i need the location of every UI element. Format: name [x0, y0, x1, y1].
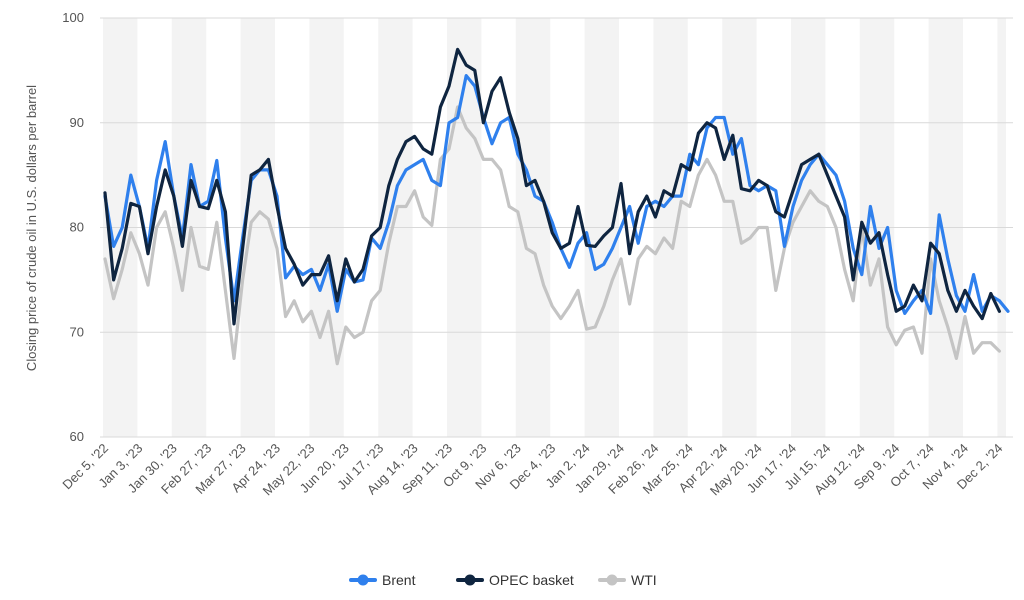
- legend[interactable]: Brent OPEC basket WTI: [349, 572, 657, 588]
- y-axis-tick-labels: 60 70 80 90 100: [62, 10, 84, 444]
- legend-label: WTI: [631, 572, 657, 588]
- series-line-opec-basket: [103, 47, 1002, 326]
- legend-item-wti[interactable]: WTI: [598, 572, 657, 588]
- y-tick-label: 100: [62, 10, 84, 25]
- legend-label: OPEC basket: [489, 572, 574, 588]
- y-tick-label: 60: [70, 429, 84, 444]
- y-axis-title: Closing price of crude oil in U.S. dolla…: [24, 85, 39, 371]
- legend-label: Brent: [382, 572, 416, 588]
- y-tick-label: 70: [70, 324, 84, 339]
- legend-marker-icon: [606, 574, 618, 586]
- series-lines: [103, 47, 1010, 366]
- legend-marker-icon: [464, 574, 476, 586]
- legend-item-opec-basket[interactable]: OPEC basket: [456, 572, 574, 588]
- series-line-wti: [103, 105, 1002, 366]
- y-tick-label: 90: [70, 115, 84, 130]
- legend-marker-icon: [357, 574, 369, 586]
- legend-item-brent[interactable]: Brent: [349, 572, 416, 588]
- y-tick-label: 80: [70, 220, 84, 235]
